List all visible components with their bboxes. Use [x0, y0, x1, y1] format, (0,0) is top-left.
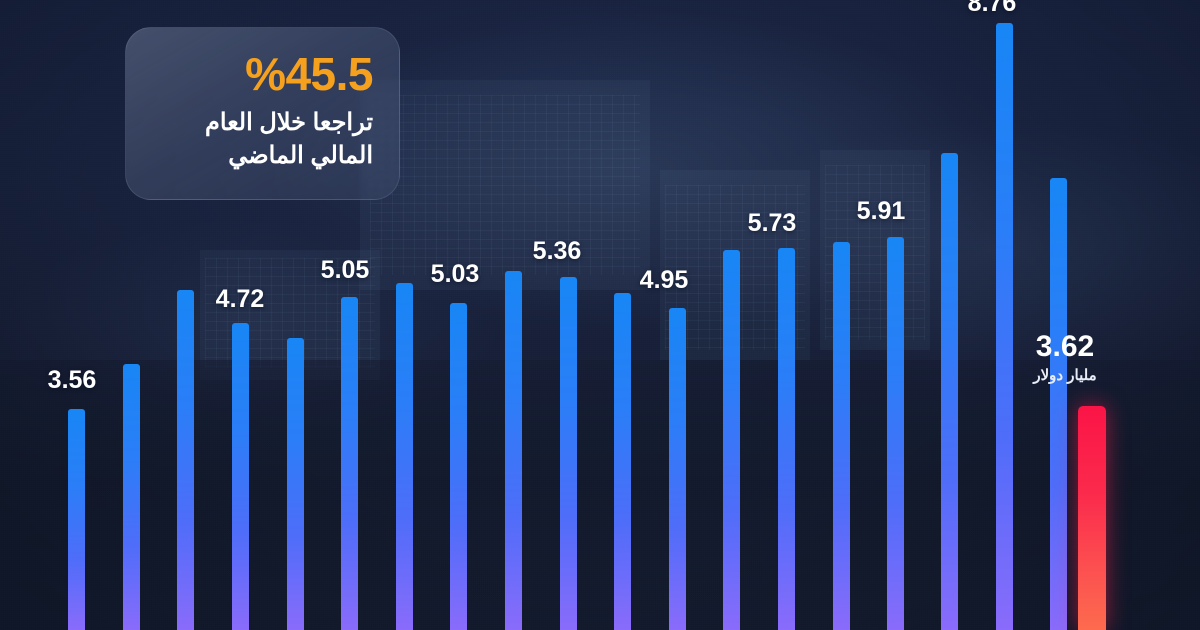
highlight-value: 3.62 — [1035, 330, 1095, 363]
bar — [669, 308, 686, 630]
bar — [560, 277, 577, 630]
bar — [287, 338, 304, 630]
bar-value-label: 5.36 — [532, 237, 582, 265]
callout-percent: %45.5 — [245, 48, 373, 100]
bar — [450, 303, 467, 630]
bar — [1050, 178, 1067, 630]
bar — [941, 153, 958, 630]
bar — [123, 364, 140, 630]
highlight-annotation: 3.62 مليار دولار — [990, 330, 1140, 388]
bar-value-label: 8.76 — [967, 0, 1017, 17]
bar — [68, 409, 85, 630]
bar — [232, 323, 249, 630]
bar — [996, 23, 1013, 630]
callout-text-line2: المالي الماضي — [228, 142, 373, 170]
bar — [505, 271, 522, 630]
bar — [177, 290, 194, 630]
bar-value-label: 3.56 — [47, 366, 97, 394]
bar-value-label: 5.05 — [320, 256, 370, 284]
bar-value-label: 5.91 — [856, 197, 906, 225]
bar-value-label: 4.95 — [639, 266, 689, 294]
decline-callout-card: %45.5 تراجعا خلال العام المالي الماضي — [125, 27, 400, 200]
bar — [723, 250, 740, 630]
bar — [614, 293, 631, 630]
bar-value-label: 4.72 — [215, 285, 265, 313]
callout-text-line1: تراجعا خلال العام — [205, 109, 373, 137]
bar — [778, 248, 795, 630]
bar-highlighted — [1078, 406, 1106, 630]
bar — [396, 283, 413, 630]
highlight-unit: مليار دولار — [1033, 367, 1097, 384]
bar — [833, 242, 850, 630]
bar — [887, 237, 904, 630]
bar-value-label: 5.73 — [747, 209, 797, 237]
bar-value-label: 5.03 — [430, 260, 480, 288]
bar — [341, 297, 358, 630]
